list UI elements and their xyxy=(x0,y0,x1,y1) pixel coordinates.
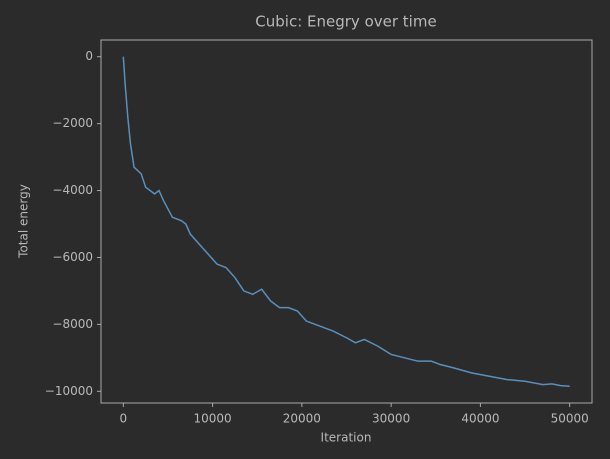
chart-title: Cubic: Enegry over time xyxy=(255,13,436,31)
x-axis-label: Iteration xyxy=(321,431,372,445)
y-tick-label: −6000 xyxy=(52,250,93,264)
y-axis-label: Total energy xyxy=(17,184,31,259)
plot-frame xyxy=(100,39,593,404)
x-tick-label: 50000 xyxy=(551,412,589,426)
x-tick-label: 20000 xyxy=(283,412,321,426)
y-tick-label: −10000 xyxy=(45,384,93,398)
y-tick-label: 0 xyxy=(85,49,93,63)
x-tick-label: 40000 xyxy=(461,412,499,426)
y-tick-label: −4000 xyxy=(52,183,93,197)
y-tick-label: −8000 xyxy=(52,317,93,331)
y-tick-label: −2000 xyxy=(52,116,93,130)
x-tick-label: 30000 xyxy=(372,412,410,426)
line xyxy=(122,56,570,388)
x-tick-label: 10000 xyxy=(193,412,231,426)
x-tick-label: 0 xyxy=(119,412,127,426)
